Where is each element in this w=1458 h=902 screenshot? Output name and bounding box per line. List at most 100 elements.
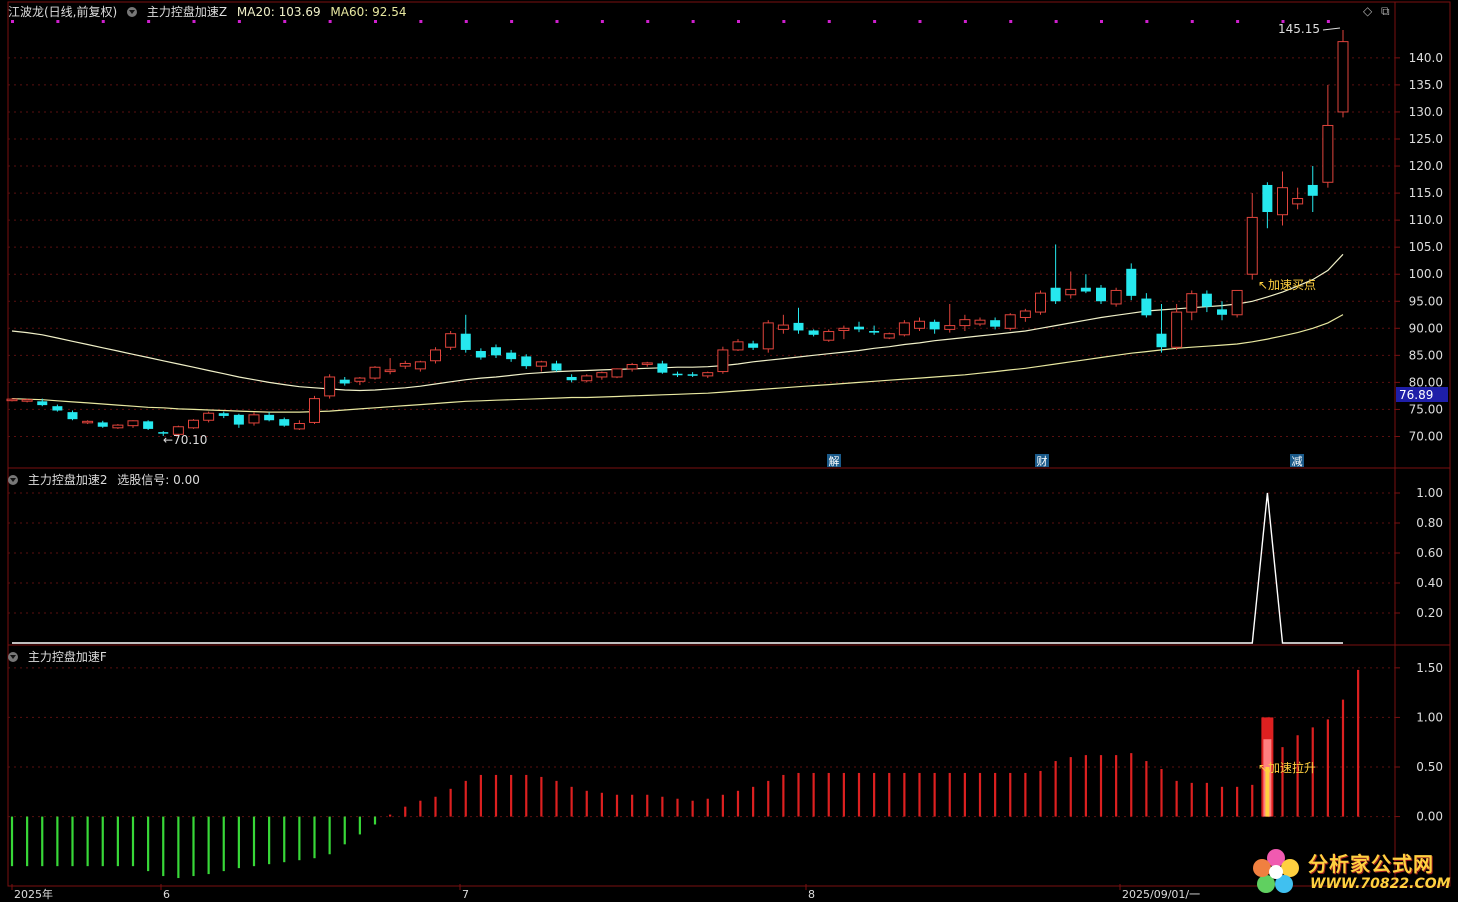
dropdown-icon[interactable]: [8, 652, 18, 662]
price-tick-label: 85.00: [1409, 348, 1443, 362]
candle-body: [838, 327, 850, 331]
candle: [838, 325, 850, 340]
candle: [1337, 30, 1349, 118]
candle: [626, 362, 638, 372]
signal-tick-label: 0.80: [1416, 516, 1443, 530]
window-icon[interactable]: ⧉: [1381, 4, 1390, 18]
candle: [279, 417, 290, 427]
candle-body: [21, 399, 33, 402]
candle: [491, 344, 501, 359]
panel3-title[interactable]: 主力控盘加速F: [27, 650, 107, 664]
candle: [596, 371, 608, 380]
candle: [1004, 313, 1016, 331]
ma60-line: [11, 314, 1344, 413]
candle-body: [898, 322, 910, 336]
candle: [898, 320, 910, 337]
candle-body: [52, 406, 63, 411]
candle: [233, 413, 244, 428]
signal-dot: [147, 20, 151, 23]
candle: [854, 321, 864, 333]
candle: [52, 404, 63, 412]
candle-body: [172, 426, 184, 435]
price-tick-label: 105.0: [1409, 240, 1443, 254]
candle-body: [203, 412, 215, 421]
candle: [112, 424, 124, 429]
signal-dot: [691, 20, 695, 23]
high-pointer: [1322, 27, 1341, 31]
candle-body: [1337, 41, 1349, 113]
candle-body: [97, 422, 108, 427]
candle-body: [535, 361, 547, 367]
candle-body: [475, 351, 486, 358]
candle-body: [854, 326, 864, 330]
candle: [672, 371, 683, 377]
candle-body: [1035, 292, 1046, 313]
x-axis-label: 7: [462, 888, 469, 901]
candle-body: [354, 377, 366, 382]
signal-dot: [510, 20, 514, 23]
candle: [702, 371, 714, 379]
candle: [414, 360, 426, 372]
rise-highlight-core: [1265, 767, 1270, 817]
candle: [944, 303, 956, 333]
candle-body: [657, 363, 668, 373]
ma20-line: [11, 253, 1344, 392]
candle-body: [581, 375, 593, 382]
signal-dot: [1326, 20, 1330, 23]
candle-body: [1096, 287, 1106, 302]
candle: [869, 325, 880, 335]
candle: [959, 314, 971, 332]
signal-dot: [555, 20, 559, 23]
candle: [823, 329, 835, 342]
candle: [248, 412, 260, 426]
candle-body: [218, 413, 229, 416]
candle: [793, 307, 804, 334]
signal-dot: [646, 20, 650, 23]
candle: [1217, 301, 1227, 321]
signal-dot: [1009, 20, 1013, 23]
outer-frame: [7, 1, 1451, 887]
candle-body: [883, 333, 895, 339]
candle: [974, 317, 986, 327]
candle-body: [369, 366, 381, 379]
panel2-title[interactable]: 主力控盘加速2: [27, 473, 108, 487]
dropdown-icon[interactable]: [8, 475, 18, 485]
candle-body: [521, 356, 532, 367]
candle-body: [748, 343, 759, 348]
indicator-name[interactable]: 主力控盘加速Z: [146, 5, 228, 19]
signal-dot: [11, 20, 14, 23]
candle-body: [869, 331, 880, 333]
signal-tick-label: 0.20: [1416, 606, 1443, 620]
price-tick-label: 115.0: [1409, 186, 1443, 200]
x-axis-label: 2025/09/01/一: [1122, 888, 1200, 901]
candle-body: [596, 372, 608, 378]
candle: [1065, 271, 1077, 299]
signal-dot: [737, 20, 740, 23]
candle: [1186, 290, 1198, 321]
candle-body: [1171, 311, 1183, 348]
candle-body: [67, 412, 78, 420]
ma20-label: MA20: 103.69: [236, 5, 321, 19]
candle-body: [127, 420, 139, 427]
candle: [430, 347, 441, 364]
candle-body: [974, 319, 986, 325]
candle: [293, 420, 305, 430]
signal-dot: [328, 20, 332, 23]
candle-body: [793, 322, 804, 331]
candle: [1110, 287, 1122, 307]
dropdown-icon[interactable]: [127, 7, 138, 17]
candle-body: [82, 420, 94, 424]
candle: [566, 374, 577, 383]
candle-body: [37, 401, 48, 406]
event-marker-box: [827, 454, 841, 467]
candle: [158, 431, 169, 436]
candle: [990, 317, 1001, 330]
candle-body: [566, 376, 577, 381]
candle: [929, 319, 940, 334]
signal-dot: [918, 20, 922, 23]
candle-body: [279, 419, 290, 426]
diamond-icon[interactable]: ◇: [1363, 4, 1373, 18]
event-marker: 减: [1292, 455, 1303, 468]
candle-body: [1080, 287, 1091, 292]
